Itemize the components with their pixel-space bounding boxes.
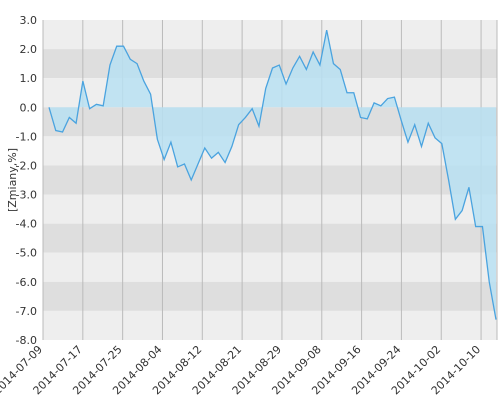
y-tick-label: 1.0	[20, 72, 38, 85]
y-tick-label: 2.0	[20, 43, 38, 56]
y-tick-label: -2.0	[16, 159, 37, 172]
background-band	[43, 136, 497, 166]
y-axis-label: [Zmiany,%]	[6, 148, 19, 212]
background-band	[43, 252, 497, 282]
background-band	[43, 223, 497, 253]
background-band	[43, 165, 497, 195]
y-tick-label: -4.0	[16, 218, 37, 231]
series-line	[48, 30, 497, 320]
y-tick-label: -8.0	[16, 334, 37, 347]
y-tick-label: -7.0	[16, 305, 37, 318]
vertical-gridlines	[42, 20, 498, 340]
background-band	[43, 310, 497, 340]
y-tick-label: -5.0	[16, 247, 37, 260]
y-tick-label: -1.0	[16, 130, 37, 143]
y-tick-label: -6.0	[16, 276, 37, 289]
y-tick-label: -3.0	[16, 189, 37, 202]
y-axis-ticks: 3.0 2.0 1.0 0.0 -1.0 -2.0 -3.0 -4.0 -5.0 -6.0 -7.0…	[16, 14, 37, 347]
y-tick-label: 0.0	[20, 101, 38, 114]
y-tick-label: 3.0	[20, 14, 38, 27]
x-axis-ticks: 2014-07-092014-07-172014-07-252014-08-04…	[0, 343, 483, 397]
background-band	[43, 194, 497, 224]
background-band	[43, 20, 497, 50]
area-series	[48, 30, 497, 320]
background-band	[43, 281, 497, 311]
